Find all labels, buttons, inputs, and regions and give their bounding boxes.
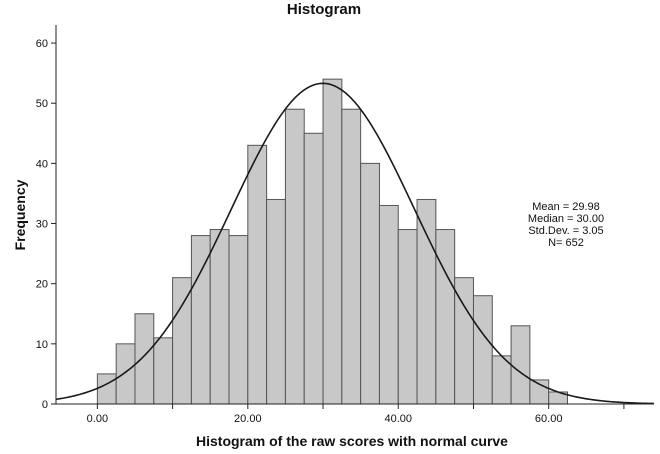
histogram-bar-1 — [115, 343, 136, 405]
x-tick-label-3: 60.00 — [535, 413, 563, 425]
y-tick-label-0: 0 — [42, 399, 48, 411]
histogram-bar-4 — [172, 277, 192, 405]
histogram-bar-8 — [247, 144, 268, 405]
histogram-bar-5 — [190, 235, 211, 405]
histogram-bar-12 — [322, 78, 343, 405]
stats-box: Mean = 29.98 Median = 30.00 Std.Dev. = 3… — [528, 201, 604, 249]
bars-layer — [96, 78, 568, 405]
histogram-bar-11 — [303, 132, 324, 405]
y-tick-label-5: 50 — [36, 98, 48, 110]
histogram-bar-15 — [378, 204, 399, 405]
chart-title: Histogram — [287, 1, 361, 18]
histogram-bar-10 — [284, 108, 305, 405]
stats-n: N= 652 — [548, 237, 584, 249]
stats-median: Median = 30.00 — [528, 213, 604, 225]
histogram-bar-13 — [341, 108, 362, 405]
histogram-bar-6 — [209, 229, 230, 405]
x-tick-label-1: 20.00 — [234, 413, 262, 425]
y-tick-label-3: 30 — [36, 219, 48, 231]
histogram-bar-9 — [266, 198, 286, 405]
histogram-bar-17 — [416, 198, 437, 405]
histogram-bar-20 — [472, 295, 493, 405]
stats-mean: Mean = 29.98 — [532, 201, 600, 213]
y-tick-label-4: 40 — [36, 158, 48, 170]
histogram-bar-19 — [454, 277, 474, 405]
stats-stddev: Std.Dev. = 3.05 — [528, 225, 603, 237]
x-tick-label-0: 0.00 — [87, 413, 108, 425]
y-tick-label-2: 20 — [36, 279, 48, 291]
histogram-bar-7 — [228, 235, 249, 405]
x-ticks: 0.00 20.00 40.00 60.00 — [87, 404, 625, 425]
y-ticks: 0 10 20 30 40 50 60 — [36, 38, 56, 411]
histogram-bar-22 — [510, 325, 531, 405]
histogram-bar-0 — [96, 373, 117, 405]
histogram-bar-16 — [397, 229, 418, 405]
histogram-bar-14 — [360, 162, 380, 405]
y-tick-label-1: 10 — [36, 339, 48, 351]
x-tick-label-2: 40.00 — [384, 413, 412, 425]
y-axis-label: Frequency — [12, 179, 28, 250]
x-axis-label: Histogram of the raw scores with normal … — [196, 433, 508, 449]
histogram-bar-18 — [435, 229, 456, 405]
histogram-bar-3 — [153, 337, 174, 405]
normal-curve — [55, 82, 655, 405]
y-tick-label-6: 60 — [36, 38, 48, 50]
histogram-bar-2 — [134, 313, 155, 405]
